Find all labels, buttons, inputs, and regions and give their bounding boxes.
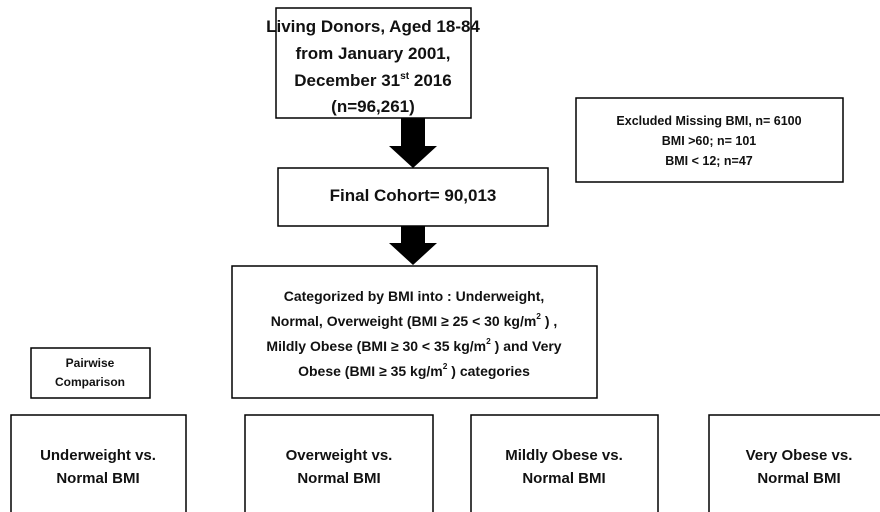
label-line: Normal BMI xyxy=(522,470,605,487)
text-run: Normal BMI xyxy=(56,470,139,487)
label-line: (n=96,261) xyxy=(331,97,415,116)
text-run: Mildly Obese vs. xyxy=(505,447,623,464)
label-line: Normal BMI xyxy=(56,470,139,487)
superscript: 2 xyxy=(443,361,448,371)
label-line: Obese (BMI ≥ 35 kg/m2 ) categories xyxy=(298,361,530,378)
text-run: BMI >60; n= 101 xyxy=(662,134,757,148)
text-run: BMI < 12; n=47 xyxy=(665,154,753,168)
text-run: Mildly Obese (BMI ≥ 30 < 35 kg/m xyxy=(266,338,486,354)
comparison-box xyxy=(10,414,187,512)
comparison-box xyxy=(244,414,434,512)
label-line: Final Cohort= 90,013 xyxy=(330,186,497,205)
text-run: Excluded Missing BMI, n= 6100 xyxy=(616,114,801,128)
arrow xyxy=(389,226,437,265)
text-run: ) and Very xyxy=(491,338,562,354)
text-run: Overweight vs. xyxy=(286,447,393,464)
label-line: Overweight vs. xyxy=(286,447,393,464)
label-line: Normal BMI xyxy=(757,470,840,487)
text-run: from January 2001, xyxy=(296,44,451,63)
text-run: Obese (BMI ≥ 35 kg/m xyxy=(298,363,443,379)
label-line: from January 2001, xyxy=(296,44,451,63)
text-run: (n=96,261) xyxy=(331,97,415,116)
text-run: Underweight vs. xyxy=(40,447,156,464)
text-run: Categorized by BMI into : Underweight, xyxy=(284,288,545,304)
text-run: ) , xyxy=(541,313,557,329)
text-run: Normal, Overweight (BMI ≥ 25 < 30 kg/m xyxy=(271,313,537,329)
excluded-box xyxy=(575,97,844,183)
categorized-box xyxy=(231,265,598,399)
label-line: Mildly Obese vs. xyxy=(505,447,623,464)
label-line: Underweight vs. xyxy=(40,447,156,464)
label-line: Excluded Missing BMI, n= 6100 xyxy=(616,114,801,128)
arrow xyxy=(389,118,437,168)
text-run: Normal BMI xyxy=(757,470,840,487)
text-run: Living Donors, Aged 18-84 xyxy=(266,17,480,36)
label-line: Living Donors, Aged 18-84 xyxy=(266,17,480,36)
label-line: December 31st 2016 xyxy=(294,71,451,90)
comparison-box xyxy=(708,414,880,512)
pairwise-box xyxy=(30,347,151,399)
comparison-box xyxy=(470,414,659,512)
text-run: Final Cohort= 90,013 xyxy=(330,186,497,205)
superscript: 2 xyxy=(536,311,541,321)
source-box xyxy=(275,7,472,119)
superscript: st xyxy=(400,71,410,82)
text-run: ) categories xyxy=(447,363,530,379)
label-line: Comparison xyxy=(55,375,125,389)
label-line: BMI < 12; n=47 xyxy=(665,154,753,168)
text-run: Comparison xyxy=(55,375,125,389)
text-run: 2016 xyxy=(409,71,452,90)
label-line: Very Obese vs. xyxy=(746,447,853,464)
label-line: Normal, Overweight (BMI ≥ 25 < 30 kg/m2 … xyxy=(271,311,558,328)
label-line: Pairwise xyxy=(66,356,115,370)
label-line: Normal BMI xyxy=(297,470,380,487)
label-line: Mildly Obese (BMI ≥ 30 < 35 kg/m2 ) and … xyxy=(266,336,561,353)
text-run: Pairwise xyxy=(66,356,115,370)
text-run: Normal BMI xyxy=(297,470,380,487)
text-run: December 31 xyxy=(294,71,400,90)
text-run: Normal BMI xyxy=(522,470,605,487)
superscript: 2 xyxy=(486,336,491,346)
label-line: Categorized by BMI into : Underweight, xyxy=(284,288,545,304)
text-run: Very Obese vs. xyxy=(746,447,853,464)
label-line: BMI >60; n= 101 xyxy=(662,134,757,148)
